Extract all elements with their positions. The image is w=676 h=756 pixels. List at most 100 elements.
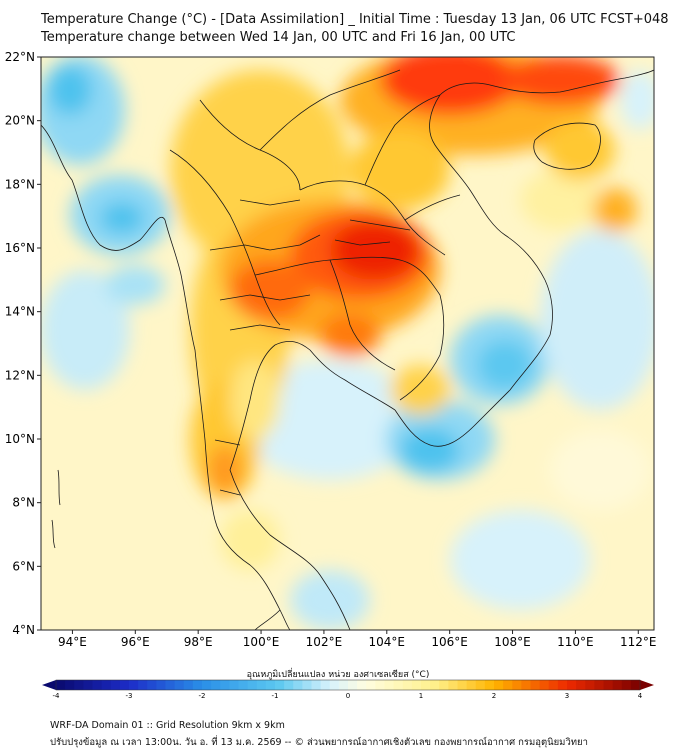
colorbar-swatch bbox=[348, 680, 358, 690]
colorbar-swatch bbox=[384, 680, 395, 690]
colorbar-swatch bbox=[110, 680, 121, 690]
colorbar-swatch bbox=[302, 680, 312, 690]
chart-title: Temperature Change (°C) - [Data Assimila… bbox=[41, 12, 669, 27]
colorbar-swatch bbox=[521, 680, 531, 690]
colorbar-swatch bbox=[484, 680, 495, 690]
colorbar-swatch bbox=[275, 680, 285, 690]
colorbar-swatch bbox=[284, 680, 294, 690]
colorbar-swatch bbox=[548, 680, 559, 690]
colorbar: -4 -3 -2 -1 0 1 2 3 4 bbox=[42, 679, 654, 700]
colorbar-swatch bbox=[576, 680, 586, 690]
colorbar-swatch bbox=[512, 680, 522, 690]
colorbar-swatch bbox=[475, 680, 486, 690]
colorbar-swatch bbox=[101, 680, 112, 690]
colorbar-swatch bbox=[530, 680, 541, 690]
lat-tick-label: 14°N bbox=[5, 305, 35, 319]
colorbar-max-arrow bbox=[640, 680, 654, 690]
colorbar-tick-label: -1 bbox=[272, 692, 279, 700]
colorbar-swatch bbox=[338, 680, 349, 690]
colorbar-swatch bbox=[293, 680, 303, 690]
colorbar-swatch bbox=[585, 680, 595, 690]
lon-tick-label: 108°E bbox=[494, 635, 531, 649]
colorbar-swatch bbox=[466, 680, 477, 690]
colorbar-swatch bbox=[375, 680, 385, 690]
colorbar-swatch bbox=[138, 680, 148, 690]
colorbar-tick-label: -4 bbox=[53, 692, 61, 700]
chart-subtitle: Temperature change between Wed 14 Jan, 0… bbox=[41, 30, 516, 45]
lat-tick-label: 22°N bbox=[5, 50, 35, 64]
colorbar-swatch bbox=[329, 680, 340, 690]
lon-tick-label: 98°E bbox=[184, 635, 213, 649]
lat-tick-label: 20°N bbox=[5, 114, 35, 128]
lat-tick-label: 12°N bbox=[5, 368, 35, 382]
lon-tick-label: 102°E bbox=[306, 635, 343, 649]
footer-model-info: WRF-DA Domain 01 :: Grid Resolution 9km … bbox=[50, 720, 285, 731]
footer-credit: ปรับปรุงข้อมูล ณ เวลา 13:00น. วัน อ. ที่… bbox=[50, 737, 588, 748]
colorbar-swatch bbox=[357, 680, 367, 690]
lon-tick-label: 106°E bbox=[431, 635, 468, 649]
lat-tick-label: 18°N bbox=[5, 177, 35, 191]
colorbar-swatch bbox=[83, 680, 93, 690]
colorbar-swatch bbox=[119, 680, 130, 690]
colorbar-swatch bbox=[92, 680, 103, 690]
colorbar-outline bbox=[55, 679, 641, 691]
colorbar-swatch bbox=[603, 680, 614, 690]
lat-tick-label: 6°N bbox=[12, 559, 35, 573]
colorbar-tick-label: -2 bbox=[199, 692, 206, 700]
colorbar-swatch bbox=[74, 680, 84, 690]
colorbar-swatch bbox=[229, 680, 239, 690]
colorbar-swatch bbox=[503, 680, 513, 690]
colorbar-swatch bbox=[211, 680, 221, 690]
colorbar-swatch bbox=[621, 680, 632, 690]
colorbar-swatch bbox=[165, 680, 176, 690]
colorbar-swatch bbox=[147, 680, 157, 690]
colorbar-min-arrow bbox=[42, 680, 56, 690]
colorbar-swatch bbox=[311, 680, 322, 690]
colorbar-swatch bbox=[402, 680, 413, 690]
colorbar-tick-label: 3 bbox=[565, 692, 569, 700]
colorbar-swatch bbox=[421, 680, 431, 690]
colorbar-swatch bbox=[256, 680, 267, 690]
colorbar-swatch bbox=[448, 680, 458, 690]
colorbar-swatch bbox=[567, 680, 577, 690]
colorbar-swatch bbox=[411, 680, 422, 690]
lon-tick-label: 100°E bbox=[243, 635, 280, 649]
colorbar-swatch bbox=[247, 680, 258, 690]
colorbar-swatch bbox=[439, 680, 449, 690]
lat-tick-label: 10°N bbox=[5, 432, 35, 446]
colorbar-swatch bbox=[192, 680, 203, 690]
longitude-axis: 94°E 96°E 98°E 100°E 102°E 104°E 106°E 108°E 110… bbox=[58, 630, 657, 649]
colorbar-swatch bbox=[366, 680, 376, 690]
colorbar-swatch bbox=[265, 680, 276, 690]
colorbar-swatch bbox=[594, 680, 604, 690]
temperature-change-map: 22°N 20°N 18°N 16°N 14°N 12°N 10°N 8°N 6°N 4°N 94… bbox=[5, 50, 657, 700]
colorbar-swatch bbox=[320, 680, 331, 690]
colorbar-swatch bbox=[557, 680, 568, 690]
colorbar-swatch bbox=[630, 680, 641, 690]
colorbar-tick-label: -3 bbox=[126, 692, 133, 700]
lon-tick-label: 110°E bbox=[557, 635, 594, 649]
colorbar-swatch bbox=[494, 680, 504, 690]
lat-tick-label: 4°N bbox=[12, 623, 35, 637]
lat-tick-label: 16°N bbox=[5, 241, 35, 255]
colorbar-swatch bbox=[183, 680, 194, 690]
lon-tick-label: 112°E bbox=[620, 635, 657, 649]
colorbar-swatch bbox=[393, 680, 404, 690]
colorbar-tick-label: 4 bbox=[638, 692, 643, 700]
coastlines-borders bbox=[41, 69, 654, 630]
latitude-axis: 22°N 20°N 18°N 16°N 14°N 12°N 10°N 8°N 6°N 4°N bbox=[5, 50, 41, 637]
colorbar-swatch bbox=[238, 680, 249, 690]
colorbar-swatch bbox=[612, 680, 623, 690]
colorbar-tick-label: 0 bbox=[346, 692, 350, 700]
colorbar-swatch bbox=[129, 680, 139, 690]
lat-tick-label: 8°N bbox=[12, 496, 35, 510]
colorbar-swatch bbox=[156, 680, 166, 690]
lon-tick-label: 94°E bbox=[58, 635, 87, 649]
colorbar-swatch bbox=[430, 680, 440, 690]
colorbar-swatch bbox=[457, 680, 468, 690]
colorbar-swatch bbox=[539, 680, 550, 690]
colorbar-label: อุณหภูมิเปลี่ยนแปลง หน่วย องศาเซลเซียส (… bbox=[246, 670, 430, 680]
lon-tick-label: 96°E bbox=[121, 635, 150, 649]
colorbar-swatch bbox=[220, 680, 230, 690]
map-frame bbox=[40, 56, 655, 631]
